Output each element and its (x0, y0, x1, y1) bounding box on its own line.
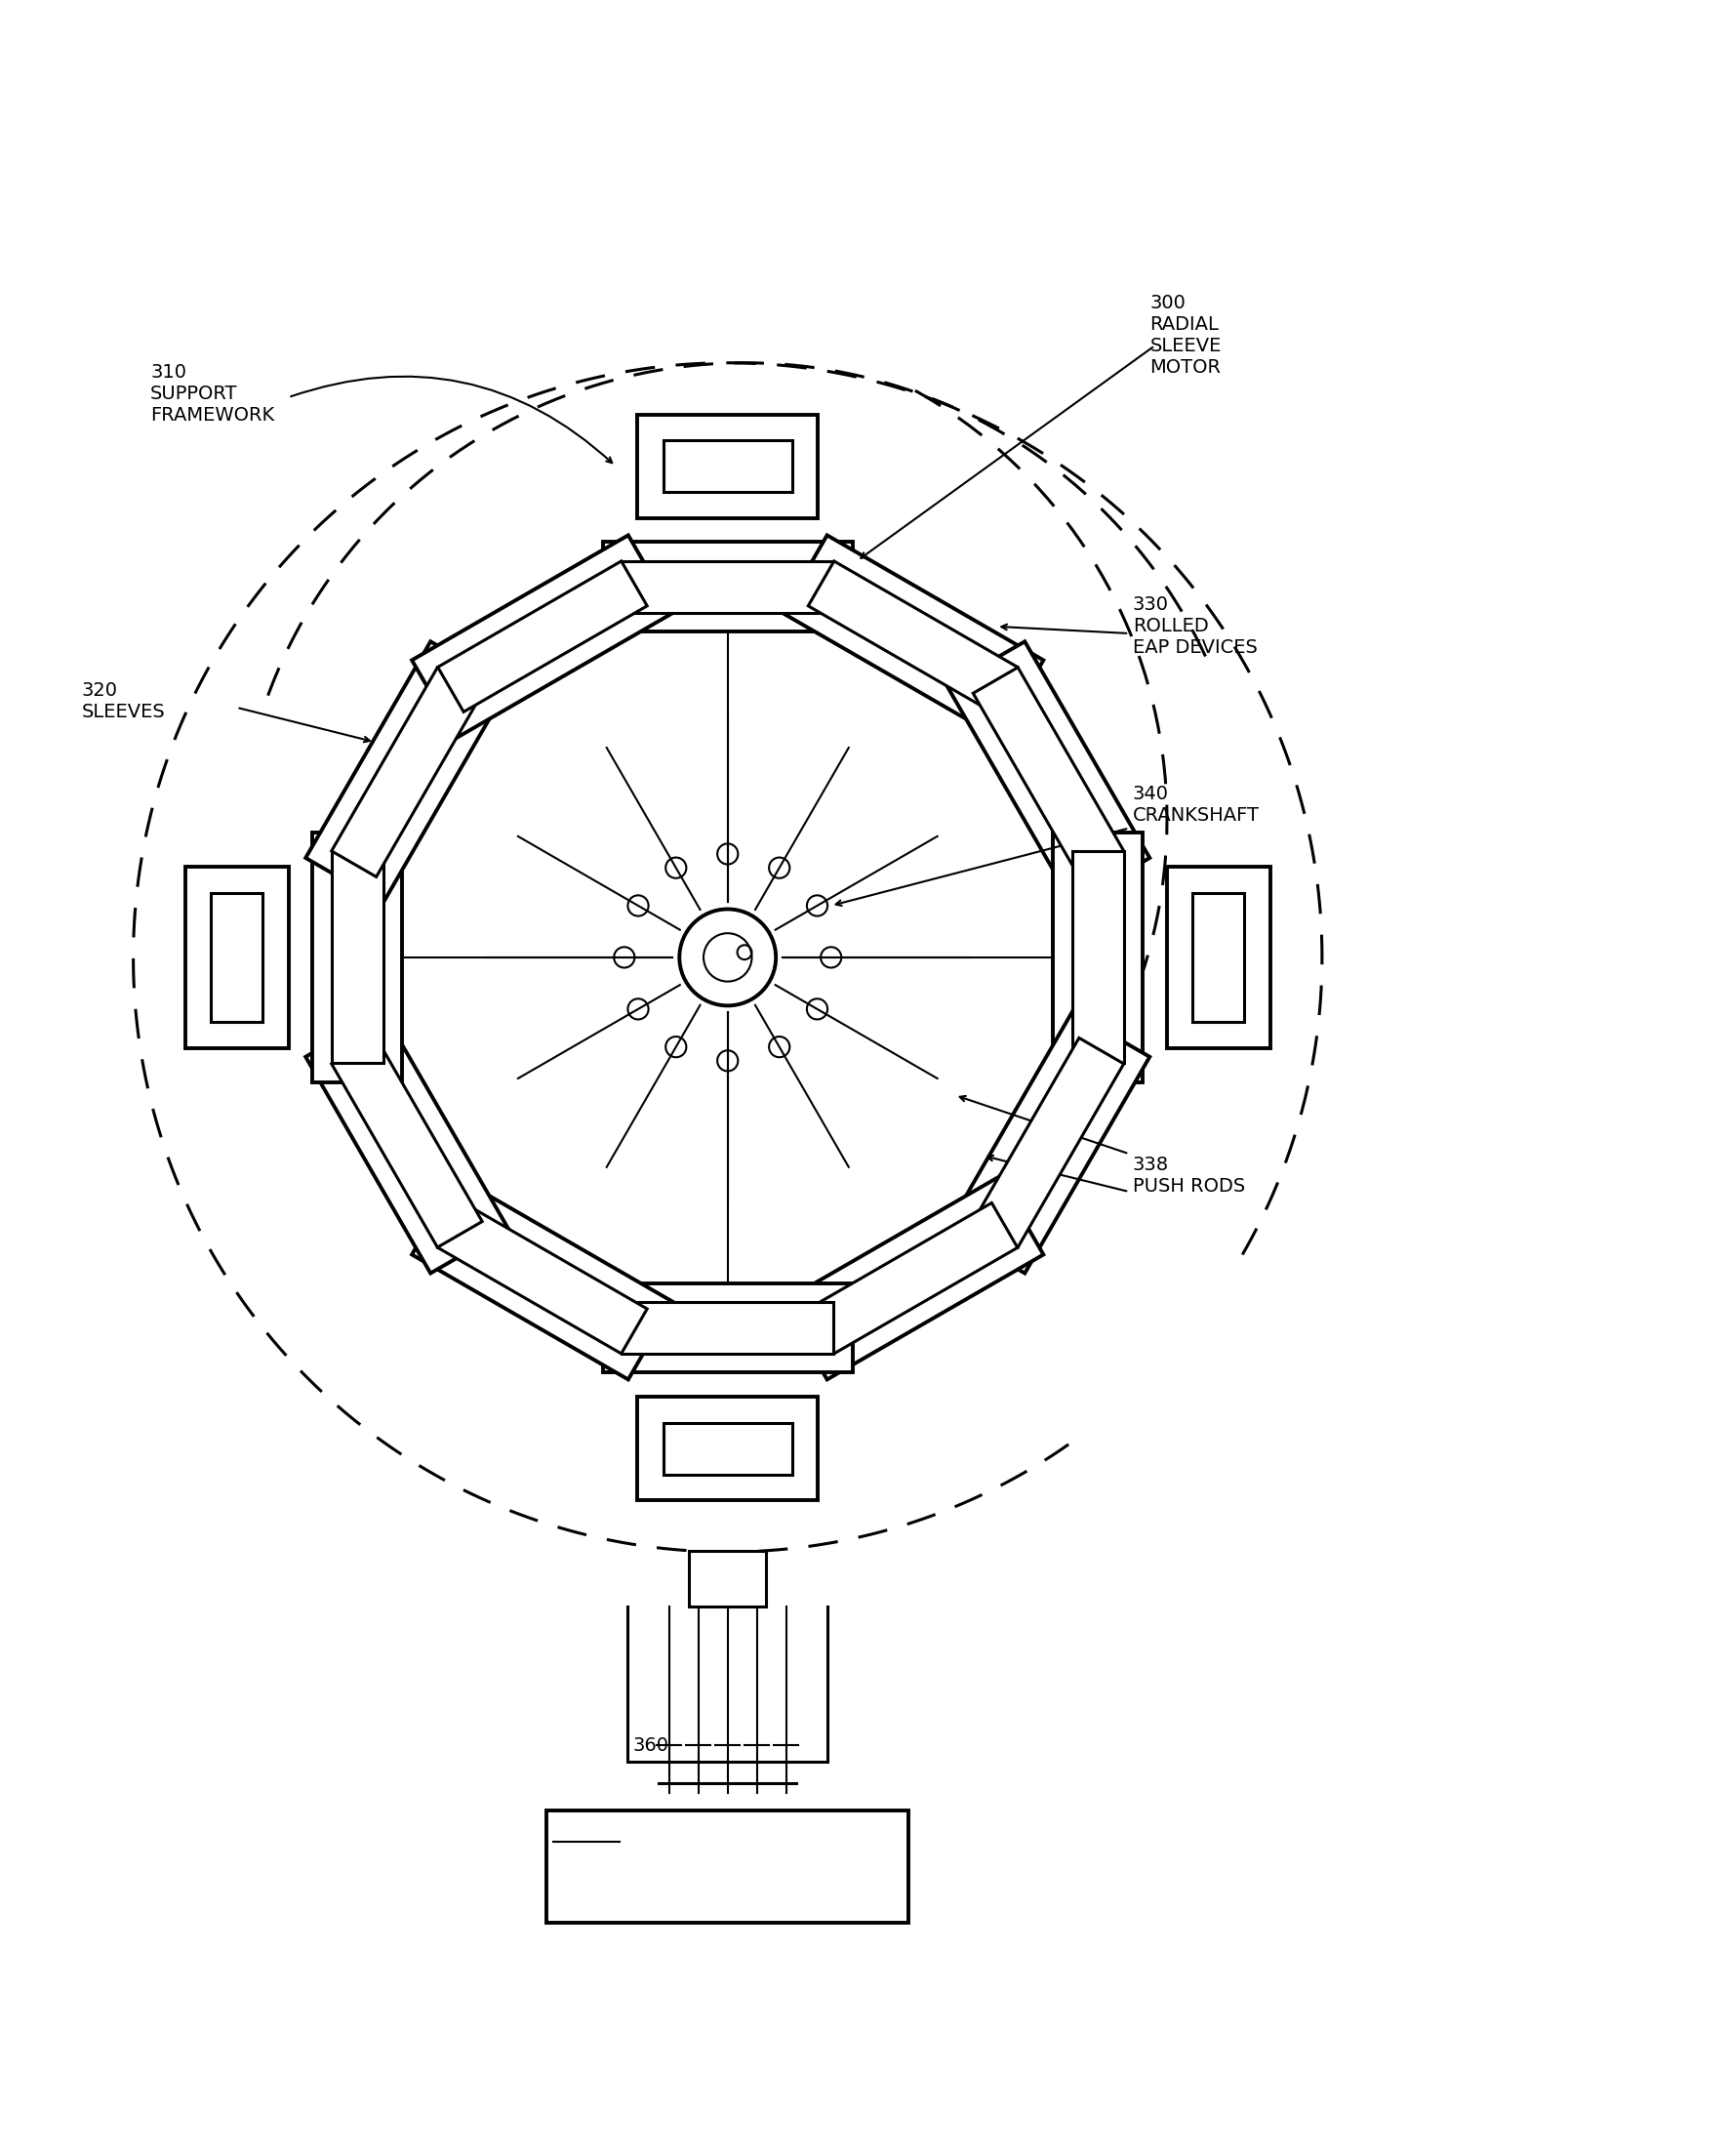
Bar (637, 1397, 818, 1501)
Bar (689, 1550, 766, 1606)
Bar (782, 1177, 1043, 1380)
Bar (637, 414, 818, 517)
Bar (1052, 832, 1142, 1082)
Bar (313, 832, 401, 1082)
Bar (438, 561, 647, 711)
Bar (306, 642, 509, 903)
Text: 338
PUSH RODS: 338 PUSH RODS (1131, 1156, 1244, 1197)
Bar (306, 1011, 509, 1274)
Text: 330
ROLLED
EAP DEVICES: 330 ROLLED EAP DEVICES (1131, 595, 1256, 658)
Text: 340
CRANKSHAFT: 340 CRANKSHAFT (1131, 785, 1259, 826)
Bar (621, 1302, 834, 1354)
Text: 320
SLEEVES: 320 SLEEVES (81, 681, 164, 722)
Bar (972, 1037, 1123, 1248)
Bar (808, 1203, 1017, 1354)
Bar (1166, 867, 1270, 1048)
Bar (663, 440, 792, 492)
Bar (808, 561, 1017, 711)
Bar (621, 561, 834, 612)
Text: DISTRIBUTOR: DISTRIBUTOR (555, 1869, 685, 1886)
Bar (782, 535, 1043, 737)
Bar (946, 642, 1149, 903)
Bar (211, 893, 263, 1022)
Bar (663, 1423, 792, 1475)
Bar (330, 852, 382, 1063)
Bar (972, 668, 1123, 877)
Bar (438, 1203, 647, 1354)
Bar (185, 867, 289, 1048)
Bar (1071, 852, 1123, 1063)
Text: 360: 360 (633, 1736, 668, 1755)
Bar (602, 541, 853, 632)
Bar (332, 1037, 483, 1248)
Bar (1192, 893, 1244, 1022)
Bar (602, 1283, 853, 1373)
Bar (412, 1177, 673, 1380)
Bar (946, 1011, 1149, 1274)
Circle shape (680, 910, 775, 1005)
Bar (547, 1811, 908, 1923)
Text: 300
RADIAL
SLEEVE
MOTOR: 300 RADIAL SLEEVE MOTOR (1149, 293, 1221, 377)
Bar (412, 535, 673, 737)
Bar (332, 668, 483, 877)
Text: 310
SUPPORT
FRAMEWORK: 310 SUPPORT FRAMEWORK (151, 362, 275, 425)
